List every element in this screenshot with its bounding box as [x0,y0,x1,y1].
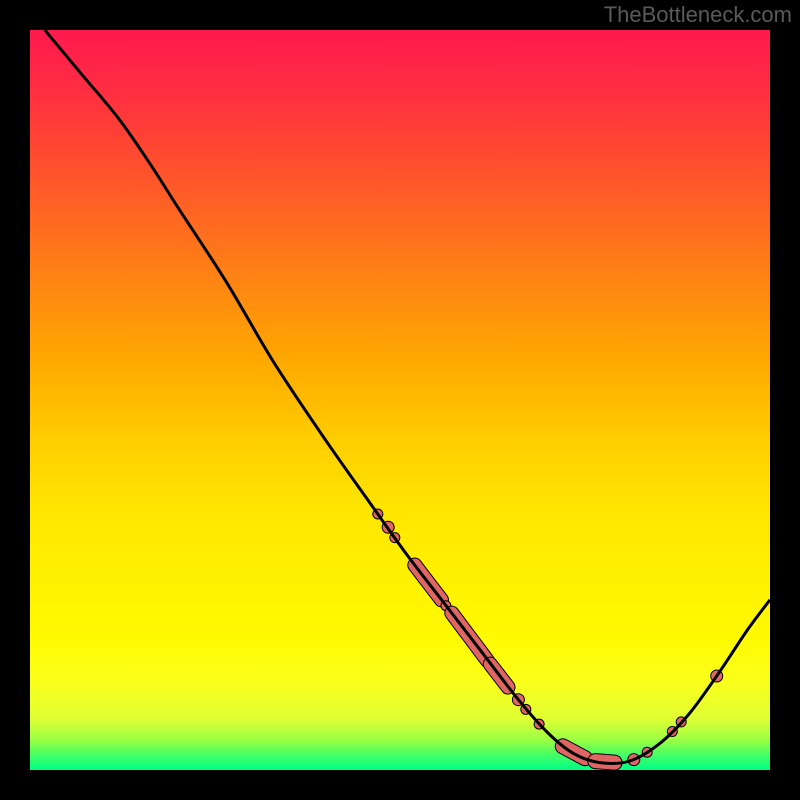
curve-layer [30,30,770,770]
chart-container: TheBottleneck.com [0,0,800,800]
watermark-text: TheBottleneck.com [604,2,792,28]
plot-area [30,30,770,770]
bottleneck-curve [45,30,770,764]
